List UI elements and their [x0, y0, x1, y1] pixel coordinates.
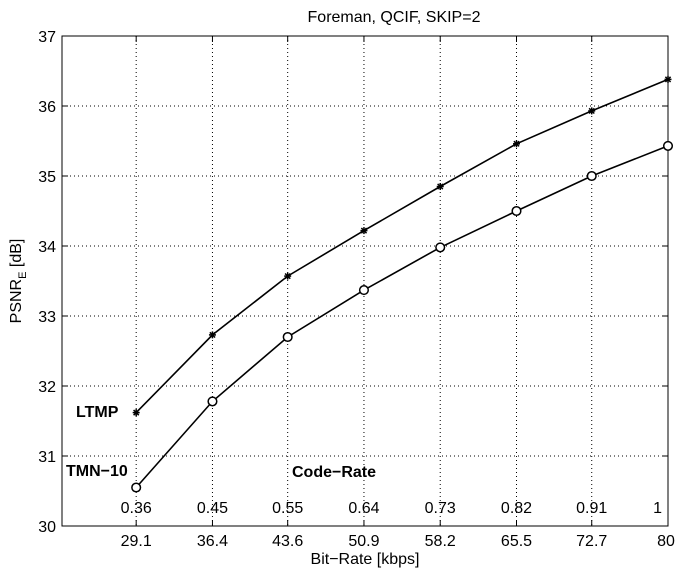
data-point-star — [360, 227, 368, 235]
y-axis: 30 31 32 33 34 35 36 37 — [38, 29, 668, 536]
y-tick-label: 30 — [38, 519, 56, 536]
y-tick-label: 36 — [38, 99, 56, 116]
data-point-star — [513, 140, 520, 148]
grid — [62, 36, 668, 526]
x-tick-label: 36.4 — [197, 533, 228, 550]
code-rate-label: 0.55 — [272, 500, 303, 517]
data-point-circle — [207, 396, 218, 407]
data-point-circle — [358, 285, 370, 296]
x-tick-label: 80 — [657, 533, 675, 550]
data-point-circle — [435, 242, 446, 253]
y-axis-label-main: PSNR — [8, 279, 25, 323]
chart-title: Foreman, QCIF, SKIP=2 — [308, 9, 481, 26]
x-tick-label: 58.2 — [425, 533, 456, 550]
code-rate-title: Code−Rate — [292, 464, 376, 481]
y-tick-label: 34 — [38, 239, 56, 256]
data-point-circle — [586, 170, 597, 182]
series-line-0 — [135, 78, 669, 414]
legend-label-ltmp: LTMP — [76, 404, 119, 421]
y-tick-label: 37 — [38, 29, 56, 46]
y-tick-label: 31 — [38, 449, 56, 466]
data-point-star — [284, 272, 292, 280]
data-point-star — [436, 183, 444, 190]
series-layer — [131, 75, 674, 493]
code-rate-label: 0.73 — [425, 500, 456, 517]
y-tick-label: 35 — [38, 169, 56, 186]
data-point-star — [132, 409, 140, 417]
x-tick-label: 65.5 — [501, 533, 532, 550]
code-rate-label: 1 — [653, 500, 662, 517]
x-axis-label: Bit−Rate [kbps] — [311, 551, 420, 568]
code-rate-label: 0.82 — [501, 500, 532, 517]
data-point-circle — [131, 482, 142, 493]
x-tick-label: 29.1 — [121, 533, 152, 550]
code-rate-label: 0.45 — [197, 500, 228, 517]
data-point-circle — [662, 140, 674, 151]
data-point-circle — [511, 205, 522, 217]
plot-frame — [61, 35, 669, 527]
code-rate-label: 0.64 — [348, 500, 379, 517]
y-tick-label: 33 — [38, 309, 56, 326]
data-point-star — [664, 75, 672, 83]
data-point-star — [588, 107, 596, 115]
x-tick-label: 72.7 — [576, 533, 607, 550]
y-axis-label-unit: [dB] — [8, 239, 25, 272]
code-rate-label: 0.91 — [576, 500, 607, 517]
x-axis: 29.1 36.4 43.6 50.9 58.2 65.5 72.7 80 — [121, 36, 675, 550]
data-point-star — [208, 331, 216, 339]
x-tick-label: 43.6 — [272, 533, 303, 550]
y-axis-label: PSNRE [dB] — [8, 239, 29, 324]
y-tick-label: 32 — [38, 379, 56, 396]
y-axis-label-sub: E — [17, 272, 29, 279]
legend-label-tmn10: TMN−10 — [66, 463, 128, 480]
series-line-1 — [135, 145, 669, 489]
data-point-circle — [282, 331, 293, 343]
code-rate-label: 0.36 — [121, 500, 152, 517]
code-rate-row: 0.36 0.45 0.55 0.64 0.73 0.82 0.91 1 — [121, 500, 662, 517]
x-tick-label: 50.9 — [348, 533, 379, 550]
